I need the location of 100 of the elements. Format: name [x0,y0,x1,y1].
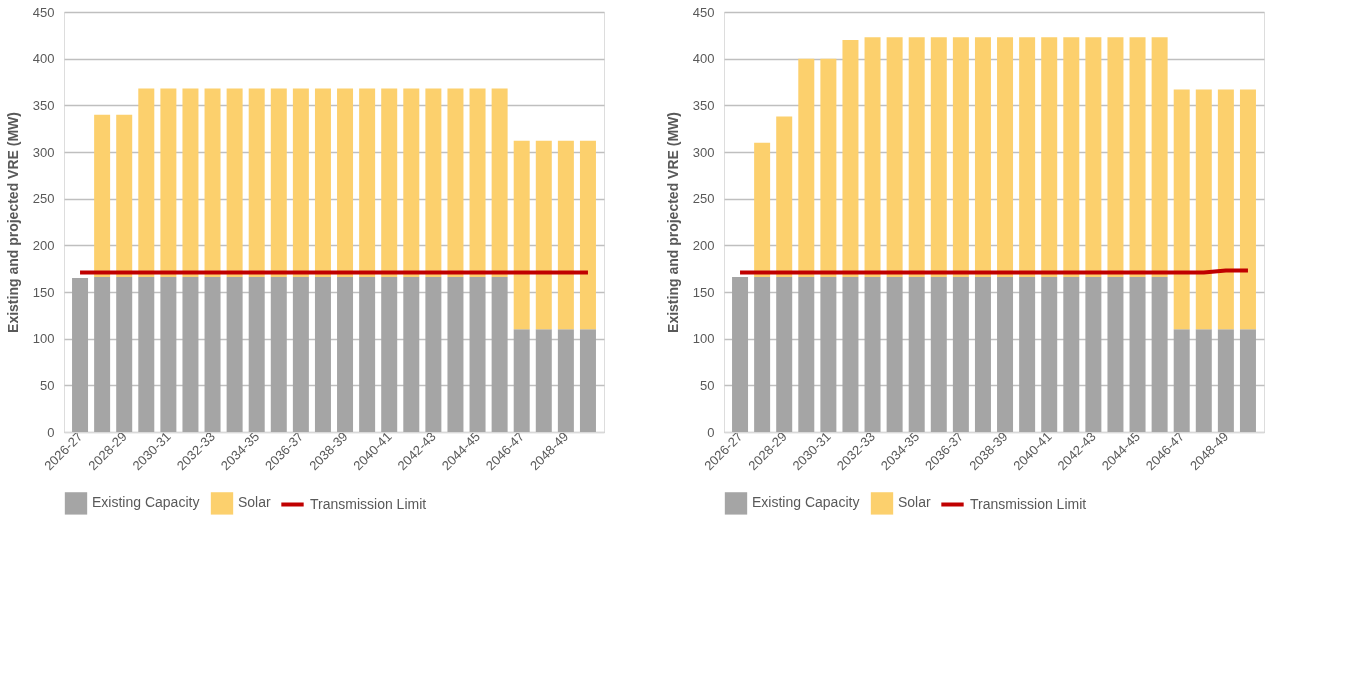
bar [754,142,771,278]
bar [798,277,815,432]
bar [491,277,508,432]
bar [842,40,859,278]
bar [403,88,420,278]
bar [732,277,749,432]
legend-label: Transmission Limit [970,495,1087,512]
bar [469,88,486,278]
bar [1063,37,1080,278]
bar [952,277,969,432]
bar [160,277,177,432]
y-tick-label: 200 [32,237,55,253]
bar [359,88,376,278]
bar [864,277,881,432]
bar [1151,277,1168,432]
bar [447,88,464,278]
bar [997,37,1014,278]
bar [1151,37,1168,278]
bar [513,329,530,432]
bar [579,140,596,330]
bar [1239,329,1256,432]
bar [425,277,442,432]
bar [842,277,859,432]
legend-label: Solar [238,494,272,511]
y-axis-title: Existing and projected VRE (MW) [4,112,21,333]
bar [292,277,309,432]
bar [138,88,155,278]
bar [1085,277,1102,432]
legend-label: Solar [898,494,932,511]
y-tick-label: 150 [32,284,55,300]
bar [997,277,1014,432]
bar [1173,89,1190,330]
bar [908,277,925,432]
bar [381,88,398,278]
y-tick-label: 350 [32,97,55,113]
bar [226,277,243,432]
bar [337,88,354,278]
bar [1129,277,1146,432]
bar [776,277,793,432]
y-tick-label: 150 [692,284,715,300]
bar [1239,89,1256,330]
bar [248,88,265,278]
bar [754,277,771,432]
bar [974,37,991,278]
y-tick-label: 450 [692,4,715,20]
bar [1085,37,1102,278]
bar [182,88,199,278]
bar [930,277,947,432]
bar [864,37,881,278]
y-tick-label: 250 [32,191,55,207]
bar [820,277,837,432]
bar [469,277,486,432]
bar [1041,277,1058,432]
bar [116,114,133,278]
bar [798,58,815,278]
bar [535,140,552,330]
y-tick-label: 350 [692,97,715,113]
bar [952,37,969,278]
bar [886,277,903,432]
bar [292,88,309,278]
bar [974,277,991,432]
bar [447,277,464,432]
bar [94,277,111,432]
bar [94,114,111,278]
bar [491,88,508,278]
bar [337,277,354,432]
bar [1195,89,1212,330]
bar [314,88,331,278]
bar [1129,37,1146,278]
y-tick-label: 100 [32,331,55,347]
bar [579,329,596,432]
y-tick-label: 300 [32,144,55,160]
bar [138,277,155,432]
bar [776,116,793,278]
bar [160,88,177,278]
bar [1019,37,1036,278]
bar [248,277,265,432]
bar [1063,277,1080,432]
bar [513,140,530,330]
y-tick-label: 450 [32,4,55,20]
y-tick-label: 50 [700,377,715,393]
bar [1195,329,1212,432]
bar [403,277,420,432]
bar [270,88,287,278]
bar [314,277,331,432]
bar [116,277,133,432]
y-tick-label: 250 [692,191,715,207]
bar [557,329,574,432]
bar [182,277,199,432]
bar [1217,329,1234,432]
legend-label: Existing Capacity [752,494,860,511]
bar [72,278,89,432]
bar [204,277,221,432]
y-tick-label: 400 [32,51,55,67]
bar [1107,277,1124,432]
bar [270,277,287,432]
bar [886,37,903,278]
bar [381,277,398,432]
bar [1019,277,1036,432]
bar [930,37,947,278]
